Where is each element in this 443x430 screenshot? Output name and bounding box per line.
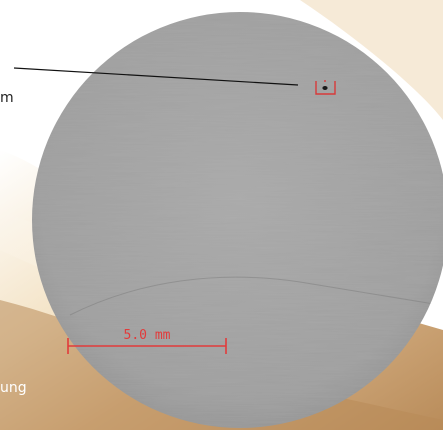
- scale-bar-label: 5.0 mm: [124, 328, 171, 343]
- caption-text: ung: [0, 380, 27, 396]
- defect-spot: [322, 86, 328, 90]
- scale-bar: 5.0 mm: [67, 328, 227, 354]
- callout-label: m: [0, 90, 14, 106]
- callout-leader-line: [13, 67, 299, 86]
- defect-marker: [315, 80, 336, 95]
- surface-scratch: [69, 276, 441, 316]
